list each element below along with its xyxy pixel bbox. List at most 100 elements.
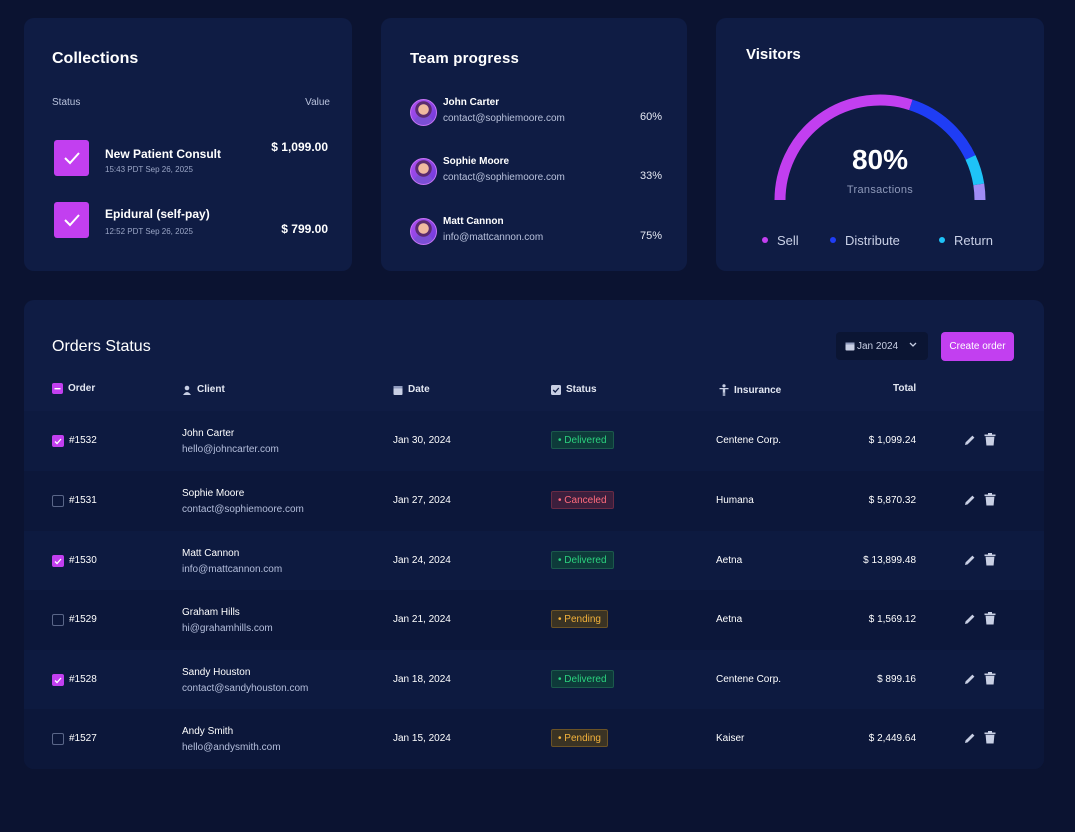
collection-value: $ 1,099.00 <box>271 140 328 154</box>
table-row[interactable]: #1527 Andy Smith hello@andysmith.com Jan 15… <box>24 709 1044 769</box>
order-date: Jan 24, 2024 <box>393 555 451 566</box>
insurance-name: Aetna <box>716 614 743 625</box>
order-date: Jan 21, 2024 <box>393 614 451 625</box>
edit-icon[interactable] <box>964 613 976 625</box>
check-icon[interactable] <box>54 202 89 238</box>
edit-icon[interactable] <box>964 434 976 446</box>
team-progress-card: Team progress John Carter contact@sophie… <box>381 18 687 271</box>
client-name: Matt Cannon <box>182 548 240 559</box>
order-id[interactable]: #1531 <box>69 495 97 506</box>
column-insurance-label: Insurance <box>734 384 782 396</box>
order-id[interactable]: #1529 <box>69 614 97 625</box>
order-id[interactable]: #1527 <box>69 733 97 744</box>
trash-icon[interactable] <box>984 553 996 566</box>
column-order-label: Order <box>68 383 96 394</box>
status-badge: • Delivered <box>551 431 614 449</box>
team-member[interactable]: Matt Cannon info@mattcannon.com 75% <box>410 216 662 246</box>
insurance-name: Kaiser <box>716 733 745 744</box>
legend-dot <box>762 237 768 243</box>
status-badge: • Delivered <box>551 551 614 569</box>
column-client[interactable]: Client <box>182 384 225 395</box>
edit-icon[interactable] <box>964 673 976 685</box>
collection-item[interactable]: Epidural (self-pay) 12:52 PDT Sep 26, 20… <box>52 202 328 242</box>
order-total: $ 899.16 <box>877 674 916 685</box>
person-icon <box>719 384 729 396</box>
order-total: $ 5,870.32 <box>868 495 916 506</box>
trash-icon[interactable] <box>984 493 996 506</box>
date-filter-dropdown[interactable]: Jan 2024 <box>836 332 928 360</box>
visitors-card: Visitors 80% Transactions Sell Distribut… <box>716 18 1044 271</box>
gauge-arc-distribute <box>909 99 976 160</box>
row-checkbox[interactable] <box>52 614 64 626</box>
row-checkbox[interactable] <box>52 435 64 447</box>
table-row[interactable]: #1532 John Carter hello@johncarter.com Jan … <box>24 411 1044 471</box>
avatar <box>410 99 437 126</box>
table-row[interactable]: #1530 Matt Cannon info@mattcannon.com Jan 2… <box>24 531 1044 591</box>
status-badge: • Delivered <box>551 670 614 688</box>
calendar-icon <box>393 385 403 395</box>
edit-icon[interactable] <box>964 494 976 506</box>
team-member[interactable]: John Carter contact@sophiemoore.com 60% <box>410 97 662 127</box>
order-id[interactable]: #1530 <box>69 555 97 566</box>
row-checkbox[interactable] <box>52 674 64 686</box>
client-name: Sophie Moore <box>182 488 245 499</box>
legend-distribute: Distribute <box>830 233 900 248</box>
value-header: Value <box>305 97 330 108</box>
team-progress-title: Team progress <box>410 50 520 67</box>
order-total: $ 1,569.12 <box>868 614 916 625</box>
client-email: contact@sophiemoore.com <box>182 504 304 515</box>
row-checkbox[interactable] <box>52 555 64 567</box>
legend-dot <box>939 237 945 243</box>
member-name: John Carter <box>443 97 500 108</box>
order-id[interactable]: #1528 <box>69 674 97 685</box>
insurance-name: Aetna <box>716 555 743 566</box>
gauge-arc-remaining <box>973 183 986 201</box>
table-row[interactable]: #1528 Sandy Houston contact@sandyhouston.c… <box>24 650 1044 710</box>
column-date[interactable]: Date <box>393 384 430 395</box>
orders-title: Orders Status <box>52 338 151 355</box>
order-date: Jan 15, 2024 <box>393 733 451 744</box>
collection-name: New Patient Consult <box>105 147 222 161</box>
column-status[interactable]: Status <box>551 384 597 395</box>
column-order[interactable]: Order <box>52 383 95 394</box>
row-checkbox[interactable] <box>52 495 64 507</box>
legend-sell: Sell <box>762 233 799 248</box>
member-email: contact@sophiemoore.com <box>443 172 565 183</box>
order-date: Jan 27, 2024 <box>393 495 451 506</box>
check-icon[interactable] <box>54 140 89 176</box>
gauge-value: 80% <box>851 144 909 175</box>
team-member[interactable]: Sophie Moore contact@sophiemoore.com 33% <box>410 156 662 186</box>
trash-icon[interactable] <box>984 672 996 685</box>
date-filter-label: Jan 2024 <box>857 341 899 352</box>
client-name: Andy Smith <box>182 726 234 737</box>
status-header: Status <box>52 97 81 108</box>
order-date: Jan 18, 2024 <box>393 674 451 685</box>
client-name: Sandy Houston <box>182 667 251 678</box>
client-email: hello@johncarter.com <box>182 444 279 455</box>
collection-item[interactable]: New Patient Consult 15:43 PDT Sep 26, 20… <box>52 140 328 180</box>
trash-icon[interactable] <box>984 433 996 446</box>
trash-icon[interactable] <box>984 731 996 744</box>
column-total[interactable]: Total <box>893 383 916 394</box>
order-id[interactable]: #1532 <box>69 435 97 446</box>
table-row[interactable]: #1531 Sophie Moore contact@sophiemoore.com… <box>24 471 1044 531</box>
edit-icon[interactable] <box>964 554 976 566</box>
table-row[interactable]: #1529 Graham Hills hi@grahamhills.com Jan 2… <box>24 590 1044 650</box>
user-icon <box>183 385 191 395</box>
member-name: Sophie Moore <box>443 156 510 167</box>
insurance-name: Centene Corp. <box>716 435 782 446</box>
order-total: $ 2,449.64 <box>868 733 916 744</box>
collection-time: 15:43 PDT Sep 26, 2025 <box>105 165 193 174</box>
avatar <box>410 158 437 185</box>
column-insurance[interactable]: Insurance <box>719 384 781 396</box>
edit-icon[interactable] <box>964 732 976 744</box>
select-all-checkbox[interactable] <box>52 383 63 394</box>
gauge-label: Transactions <box>846 184 914 196</box>
row-checkbox[interactable] <box>52 733 64 745</box>
gauge-arc-return <box>965 155 985 186</box>
create-order-button[interactable]: Create order <box>941 332 1014 361</box>
client-email: contact@sandyhouston.com <box>182 683 309 694</box>
trash-icon[interactable] <box>984 612 996 625</box>
order-date: Jan 30, 2024 <box>393 435 451 446</box>
status-badge: • Canceled <box>551 491 614 509</box>
